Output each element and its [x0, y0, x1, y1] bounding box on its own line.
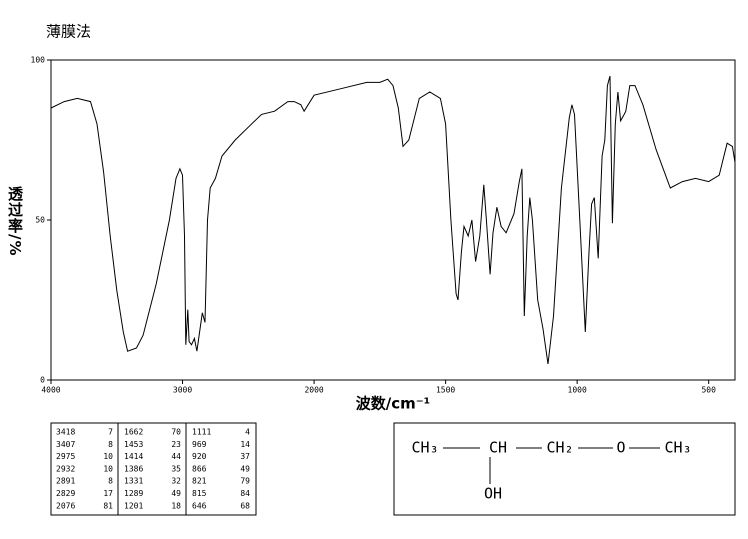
x-tick-label: 3000	[173, 386, 192, 395]
peak-wavenumber: 1662	[124, 428, 143, 437]
peak-wavenumber: 920	[192, 452, 207, 461]
peak-transmittance: 84	[240, 489, 250, 498]
peak-wavenumber: 2975	[56, 452, 75, 461]
peak-transmittance: 44	[171, 452, 181, 461]
peak-transmittance: 10	[103, 452, 113, 461]
peak-wavenumber: 3407	[56, 440, 75, 449]
peak-transmittance: 81	[103, 501, 113, 510]
peak-wavenumber: 1386	[124, 464, 143, 473]
structure-group: CH₃	[411, 439, 438, 457]
x-axis-label: 波数/cm⁻¹	[356, 395, 431, 413]
peak-transmittance: 23	[171, 440, 181, 449]
peak-transmittance: 18	[171, 501, 181, 510]
peak-wavenumber: 1453	[124, 440, 143, 449]
x-tick-label: 4000	[41, 386, 60, 395]
peak-transmittance: 7	[108, 428, 113, 437]
structure-group: O	[616, 439, 625, 457]
peak-wavenumber: 2932	[56, 464, 75, 473]
spectrum-line	[50, 75, 736, 365]
peak-wavenumber: 1289	[124, 489, 143, 498]
y-tick-label: 0	[40, 376, 45, 385]
peak-wavenumber: 1111	[192, 428, 211, 437]
peak-wavenumber: 815	[192, 489, 207, 498]
y-axis-label: 透过率/%	[6, 186, 24, 257]
peak-wavenumber: 821	[192, 477, 207, 486]
chart-title: 薄膜法	[46, 23, 91, 41]
peak-transmittance: 68	[240, 501, 250, 510]
y-tick-label: 50	[35, 216, 45, 225]
peak-transmittance: 8	[108, 440, 113, 449]
peak-wavenumber: 2829	[56, 489, 75, 498]
peak-transmittance: 49	[171, 489, 181, 498]
x-tick-label: 2000	[304, 386, 323, 395]
peak-wavenumber: 1414	[124, 452, 143, 461]
y-tick-label: 100	[31, 56, 46, 65]
peak-wavenumber: 1331	[124, 477, 143, 486]
structure-substituent: OH	[484, 485, 502, 503]
peak-transmittance: 32	[171, 477, 181, 486]
x-tick-label: 500	[701, 386, 716, 395]
peak-wavenumber: 646	[192, 501, 207, 510]
structure-frame	[393, 422, 736, 516]
peak-transmittance: 37	[240, 452, 250, 461]
peak-wavenumber: 969	[192, 440, 207, 449]
peak-transmittance: 70	[171, 428, 181, 437]
peak-transmittance: 79	[240, 477, 250, 486]
structure-group: CH₃	[664, 439, 691, 457]
peak-wavenumber: 866	[192, 464, 207, 473]
peak-transmittance: 4	[245, 428, 250, 437]
structure-group: CH	[489, 439, 507, 457]
peak-transmittance: 49	[240, 464, 250, 473]
peak-transmittance: 35	[171, 464, 181, 473]
peak-transmittance: 17	[103, 489, 113, 498]
x-tick-label: 1500	[436, 386, 455, 395]
peak-transmittance: 10	[103, 464, 113, 473]
peak-transmittance: 8	[108, 477, 113, 486]
peak-wavenumber: 2076	[56, 501, 75, 510]
x-tick-label: 1000	[568, 386, 587, 395]
peak-table-frame	[50, 422, 257, 516]
peak-wavenumber: 3418	[56, 428, 75, 437]
peak-wavenumber: 2891	[56, 477, 75, 486]
peak-transmittance: 14	[240, 440, 250, 449]
peak-wavenumber: 1201	[124, 501, 143, 510]
plot-frame	[50, 59, 736, 381]
structure-group: CH₂	[546, 439, 573, 457]
